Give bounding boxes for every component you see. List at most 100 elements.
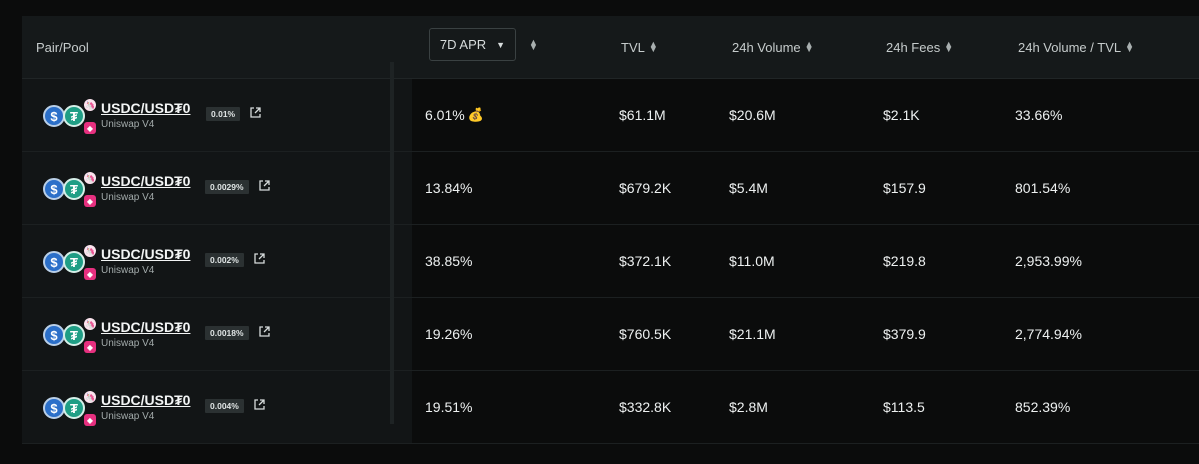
chevron-down-icon: ▼ bbox=[496, 39, 506, 50]
vol-tvl-cell: 801.54% bbox=[1015, 180, 1071, 196]
fee-tier-badge: 0.002% bbox=[205, 253, 244, 267]
apr-cell: 13.84% bbox=[425, 152, 475, 224]
header-vol-tvl[interactable]: 24h Volume / TVL ▲ ▼ bbox=[1018, 16, 1134, 78]
sort-updown-icon[interactable]: ▲ ▼ bbox=[529, 37, 538, 52]
uniswap-v4-icon: ◆ bbox=[84, 268, 96, 280]
table-row[interactable]: $ ₮ 🦄 ◆ USDC/USD₮0 Uniswap V4 0.01% 6.01… bbox=[22, 79, 1199, 152]
volume-cell: $5.4M bbox=[729, 180, 768, 196]
table-row[interactable]: $ ₮ 🦄 ◆ USDC/USD₮0 Uniswap V4 0.004% 19.… bbox=[22, 371, 1199, 444]
fee-tier-badge: 0.0018% bbox=[205, 326, 249, 340]
table-row[interactable]: $ ₮ 🦄 ◆ USDC/USD₮0 Uniswap V4 0.0029% 13… bbox=[22, 152, 1199, 225]
usdt-icon: ₮ bbox=[63, 324, 85, 346]
volume-cell: $21.1M bbox=[729, 326, 776, 342]
token-icons: $ ₮ 🦄 ◆ bbox=[43, 172, 98, 207]
external-link-icon[interactable] bbox=[253, 252, 266, 265]
header-pair-pool-label: Pair/Pool bbox=[36, 39, 89, 55]
apr-cell: 6.01% 💰 bbox=[425, 79, 484, 151]
volume-cell: $2.8M bbox=[729, 399, 768, 415]
fees-cell: $2.1K bbox=[883, 107, 920, 123]
protocol-label: Uniswap V4 bbox=[101, 265, 155, 276]
tvl-cell: $372.1K bbox=[619, 253, 672, 269]
pair-link[interactable]: USDC/USD₮0 bbox=[101, 392, 191, 408]
fee-tier-badge: 0.01% bbox=[206, 107, 241, 121]
apr-cell: 19.51% bbox=[425, 371, 475, 443]
usdc-icon: $ bbox=[43, 178, 65, 200]
protocol-label: Uniswap V4 bbox=[101, 192, 155, 203]
fees-cell: $379.9 bbox=[883, 326, 926, 342]
usdc-icon: $ bbox=[43, 324, 65, 346]
sort-updown-icon: ▲ ▼ bbox=[944, 39, 954, 54]
money-bag-icon: 💰 bbox=[467, 107, 484, 122]
apr-value: 6.01% bbox=[425, 107, 465, 123]
tvl-cell: $332.8K bbox=[619, 399, 672, 415]
tvl-cell: $760.5K bbox=[619, 326, 672, 342]
usdt-icon: ₮ bbox=[63, 105, 85, 127]
protocol-label: Uniswap V4 bbox=[101, 411, 155, 422]
fee-tier-badge: 0.0029% bbox=[205, 180, 249, 194]
uniswap-icon: 🦄 bbox=[84, 245, 96, 257]
external-link-icon[interactable] bbox=[258, 325, 271, 338]
apr-value: 38.85% bbox=[425, 253, 473, 269]
header-fees[interactable]: 24h Fees ▲ ▼ bbox=[886, 16, 953, 78]
usdc-icon: $ bbox=[43, 105, 65, 127]
uniswap-v4-icon: ◆ bbox=[84, 341, 96, 353]
protocol-label: Uniswap V4 bbox=[101, 338, 155, 349]
pools-table: Pair/Pool 7D APR ▼ ▲ ▼ TVL ▲ ▼ 24h Volume … bbox=[22, 16, 1199, 444]
external-link-icon[interactable] bbox=[258, 179, 271, 192]
header-volume[interactable]: 24h Volume ▲ ▼ bbox=[732, 16, 814, 78]
fees-cell: $219.8 bbox=[883, 253, 926, 269]
fee-tier-badge: 0.004% bbox=[205, 399, 244, 413]
table-header: Pair/Pool 7D APR ▼ ▲ ▼ TVL ▲ ▼ 24h Volume … bbox=[22, 16, 1199, 79]
pair-link[interactable]: USDC/USD₮0 bbox=[101, 246, 191, 262]
header-tvl-label: TVL bbox=[621, 39, 645, 55]
sort-updown-icon: ▲ ▼ bbox=[804, 39, 814, 54]
tvl-cell: $679.2K bbox=[619, 180, 672, 196]
token-icons: $ ₮ 🦄 ◆ bbox=[43, 245, 98, 280]
uniswap-icon: 🦄 bbox=[84, 99, 96, 111]
vol-tvl-cell: 2,774.94% bbox=[1015, 326, 1082, 342]
apr-value: 13.84% bbox=[425, 180, 473, 196]
fees-cell: $157.9 bbox=[883, 180, 926, 196]
usdc-icon: $ bbox=[43, 251, 65, 273]
uniswap-icon: 🦄 bbox=[84, 391, 96, 403]
uniswap-v4-icon: ◆ bbox=[84, 195, 96, 207]
uniswap-v4-icon: ◆ bbox=[84, 414, 96, 426]
header-volume-label: 24h Volume bbox=[732, 39, 801, 55]
apr-period-select[interactable]: 7D APR ▼ bbox=[429, 28, 516, 61]
protocol-label: Uniswap V4 bbox=[101, 119, 155, 130]
fees-cell: $113.5 bbox=[883, 399, 925, 415]
volume-cell: $11.0M bbox=[729, 253, 775, 269]
uniswap-icon: 🦄 bbox=[84, 172, 96, 184]
apr-cell: 19.26% bbox=[425, 298, 475, 370]
usdt-icon: ₮ bbox=[63, 178, 85, 200]
table-row[interactable]: $ ₮ 🦄 ◆ USDC/USD₮0 Uniswap V4 0.0018% 19… bbox=[22, 298, 1199, 371]
table-body: $ ₮ 🦄 ◆ USDC/USD₮0 Uniswap V4 0.01% 6.01… bbox=[22, 79, 1199, 444]
pair-link[interactable]: USDC/USD₮0 bbox=[101, 173, 191, 189]
header-vol-tvl-label: 24h Volume / TVL bbox=[1018, 39, 1122, 55]
apr-period-label: 7D APR bbox=[439, 37, 487, 52]
usdc-icon: $ bbox=[43, 397, 65, 419]
apr-value: 19.51% bbox=[425, 399, 473, 415]
header-pair-pool: Pair/Pool bbox=[36, 16, 89, 78]
column-divider bbox=[390, 62, 394, 424]
uniswap-v4-icon: ◆ bbox=[84, 122, 96, 134]
token-icons: $ ₮ 🦄 ◆ bbox=[43, 391, 98, 426]
usdt-icon: ₮ bbox=[63, 251, 85, 273]
uniswap-icon: 🦄 bbox=[84, 318, 96, 330]
sort-updown-icon: ▲ ▼ bbox=[1125, 39, 1135, 54]
pair-link[interactable]: USDC/USD₮0 bbox=[101, 100, 191, 116]
header-tvl[interactable]: TVL ▲ ▼ bbox=[621, 16, 658, 78]
table-row[interactable]: $ ₮ 🦄 ◆ USDC/USD₮0 Uniswap V4 0.002% 38.… bbox=[22, 225, 1199, 298]
vol-tvl-cell: 33.66% bbox=[1015, 107, 1063, 123]
external-link-icon[interactable] bbox=[249, 106, 262, 119]
token-icons: $ ₮ 🦄 ◆ bbox=[43, 318, 98, 353]
tvl-cell: $61.1M bbox=[619, 107, 666, 123]
usdt-icon: ₮ bbox=[63, 397, 85, 419]
sort-updown-icon: ▲ ▼ bbox=[648, 39, 658, 54]
volume-cell: $20.6M bbox=[729, 107, 776, 123]
vol-tvl-cell: 2,953.99% bbox=[1015, 253, 1082, 269]
external-link-icon[interactable] bbox=[253, 398, 266, 411]
apr-value: 19.26% bbox=[425, 326, 473, 342]
vol-tvl-cell: 852.39% bbox=[1015, 399, 1071, 415]
pair-link[interactable]: USDC/USD₮0 bbox=[101, 319, 191, 335]
